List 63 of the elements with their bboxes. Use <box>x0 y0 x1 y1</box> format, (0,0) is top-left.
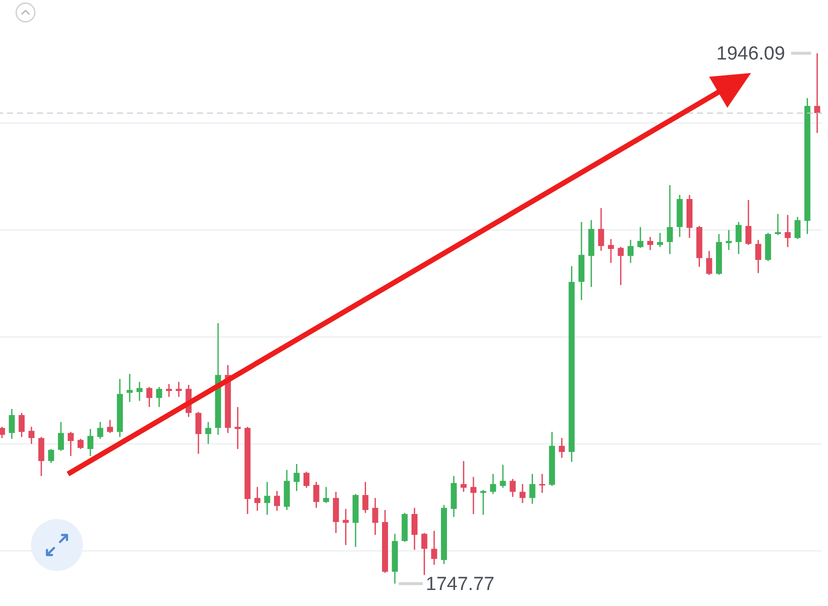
candlestick <box>736 221 742 255</box>
candlestick <box>745 199 752 246</box>
candlestick <box>156 386 162 408</box>
candlestick <box>510 478 516 498</box>
candlestick <box>755 239 762 274</box>
candlestick <box>323 486 330 504</box>
candlestick <box>48 448 54 464</box>
candlestick <box>0 426 5 439</box>
candlestick <box>794 216 801 240</box>
candlestick <box>136 381 142 402</box>
candlestick <box>126 373 133 403</box>
candlestick <box>362 481 368 514</box>
candlestick <box>264 481 270 516</box>
candlestick <box>628 239 634 264</box>
annotation: 1747.77 <box>426 574 494 596</box>
candlestick <box>598 207 604 252</box>
candlestick <box>520 483 526 504</box>
candlestick <box>97 421 104 440</box>
candlestick <box>647 236 654 251</box>
candlestick <box>470 476 476 515</box>
candlestick <box>431 530 438 566</box>
candlestick <box>58 421 64 452</box>
candlestick <box>8 408 15 440</box>
candlestick <box>539 473 546 494</box>
candlestick <box>107 419 114 434</box>
candlestick <box>372 497 378 536</box>
candlestick <box>726 229 732 251</box>
candlestick <box>774 213 781 236</box>
candlestick <box>460 460 467 492</box>
candlestick <box>176 381 182 398</box>
candlestick <box>637 226 644 249</box>
candlestick <box>18 412 25 438</box>
candlestick <box>254 486 260 512</box>
candlestick <box>342 508 349 546</box>
candlestick <box>166 383 172 398</box>
candlestick <box>195 411 202 454</box>
candlestick <box>412 507 418 550</box>
candlestick <box>529 473 536 504</box>
candlestick <box>303 471 310 488</box>
candlestick <box>28 426 34 445</box>
candlestick <box>657 232 664 248</box>
candlestick <box>706 250 712 276</box>
candlestick <box>500 464 506 488</box>
candlestick <box>294 463 300 492</box>
candlestick <box>234 406 241 450</box>
candlestick <box>313 481 320 509</box>
candlestick <box>490 473 496 495</box>
candlestick <box>558 437 565 458</box>
candlestick <box>608 238 614 264</box>
annotation: 1946.09 <box>716 44 786 65</box>
candlestick <box>618 246 624 286</box>
candlestick <box>68 431 74 457</box>
candlestick <box>421 532 428 576</box>
candlestick <box>78 438 84 450</box>
candlestick <box>666 184 673 255</box>
candlestick <box>480 489 486 516</box>
candlestick <box>274 490 280 512</box>
candlestick <box>784 214 791 248</box>
candlestick <box>205 421 212 445</box>
candlestick <box>146 386 152 408</box>
candlestick <box>87 428 94 457</box>
candlestick <box>814 52 820 134</box>
candlestick <box>38 436 44 477</box>
